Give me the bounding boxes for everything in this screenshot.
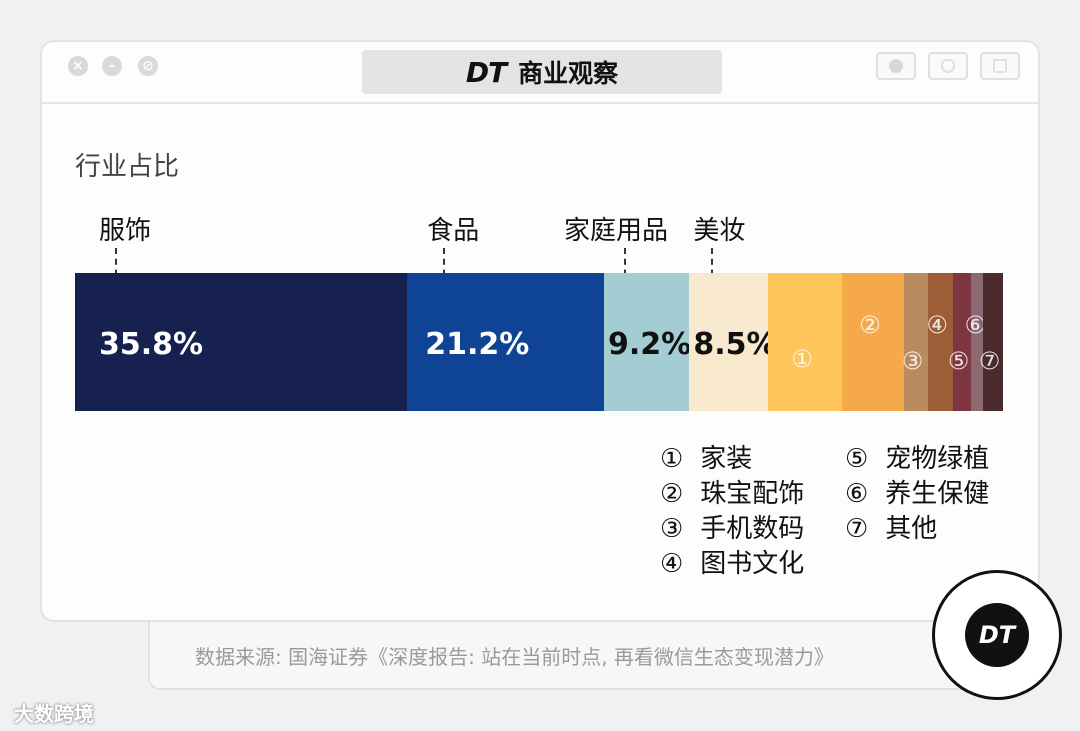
- segment-marker: ③: [901, 347, 924, 375]
- legend-label: 珠宝配饰: [692, 479, 805, 509]
- legend-marker: ④: [660, 549, 684, 579]
- segment-marker: ⑦: [978, 347, 1001, 375]
- legend-label: 手机数码: [692, 514, 805, 544]
- category-label: 美妆: [693, 216, 746, 246]
- dt-badge: DT: [932, 570, 1062, 700]
- category-label: 家庭用品: [563, 216, 668, 246]
- legend-item: ② 珠宝配饰: [660, 473, 804, 510]
- legend-item: ⑦ 其他: [845, 508, 937, 545]
- pin-icon[interactable]: [928, 52, 968, 80]
- title-logo: DT: [465, 55, 507, 89]
- legend-label: 养生保健: [877, 479, 990, 509]
- legend-marker: ③: [660, 514, 684, 544]
- source-note: 数据来源: 国海证券《深度报告: 站在当前时点, 再看微信生态变现潜力》: [195, 645, 834, 669]
- window-title: 商业观察: [518, 59, 619, 88]
- bar-segment-1: [75, 273, 408, 411]
- bar-segment-9: [952, 273, 971, 411]
- legend-marker: ①: [660, 444, 684, 474]
- maximize-icon[interactable]: ⊘: [138, 56, 158, 76]
- segment-value-label: 21.2%: [425, 327, 530, 362]
- legend-marker: ⑥: [845, 479, 869, 509]
- bar-segment-6: [842, 273, 905, 411]
- title-box: DT 商业观察: [362, 50, 722, 94]
- dt-badge-logo: DT: [965, 603, 1029, 667]
- bar-segment-10: [970, 273, 984, 411]
- bar-segment-3: [603, 273, 690, 411]
- legend-label: 宠物绿植: [877, 444, 990, 474]
- bar-segment-5: [768, 273, 843, 411]
- bar-segment-4: [689, 273, 769, 411]
- bar-segment-8: [927, 273, 954, 411]
- segment-marker: ⑥: [964, 311, 987, 339]
- minimize-icon[interactable]: –: [102, 56, 122, 76]
- legend-label: 家装: [692, 444, 753, 474]
- legend-item: ⑤ 宠物绿植: [845, 438, 989, 475]
- legend-label: 其他: [877, 514, 938, 544]
- legend-marker: ⑦: [845, 514, 869, 544]
- segment-value-label: 35.8%: [99, 327, 204, 362]
- record-icon[interactable]: [876, 52, 916, 80]
- watermark: 大数跨境: [14, 702, 94, 726]
- legend-item: ⑥ 养生保健: [845, 473, 989, 510]
- bar-segment-2: [407, 273, 605, 411]
- stacked-bar: 35.8% 21.2% 9.2% 8.5% ① ② ③ ④ ⑤ ⑥ ⑦: [75, 273, 1004, 411]
- segment-marker: ⑤: [947, 347, 970, 375]
- legend-item: ④ 图书文化: [660, 543, 804, 580]
- segment-marker: ②: [859, 311, 881, 339]
- segment-value-label: 8.5%: [693, 327, 777, 362]
- category-label: 服饰: [99, 216, 152, 246]
- legend-label: 图书文化: [692, 549, 805, 579]
- legend-marker: ⑤: [845, 444, 869, 474]
- legend-item: ③ 手机数码: [660, 508, 804, 545]
- window-icon[interactable]: [980, 52, 1020, 80]
- segment-value-label: 9.2%: [607, 327, 692, 362]
- chart-title: 行业占比: [75, 152, 180, 182]
- close-icon[interactable]: ×: [68, 56, 88, 76]
- category-label: 食品: [427, 216, 480, 246]
- bar-segment-11: [982, 273, 1004, 411]
- title-bar: × – ⊘ DT 商业观察: [42, 42, 1038, 104]
- segment-marker: ④: [926, 311, 948, 339]
- legend-item: ① 家装: [660, 438, 752, 475]
- bar-segment-7: [903, 273, 929, 411]
- legend-marker: ②: [660, 479, 684, 509]
- segment-marker: ①: [791, 345, 813, 373]
